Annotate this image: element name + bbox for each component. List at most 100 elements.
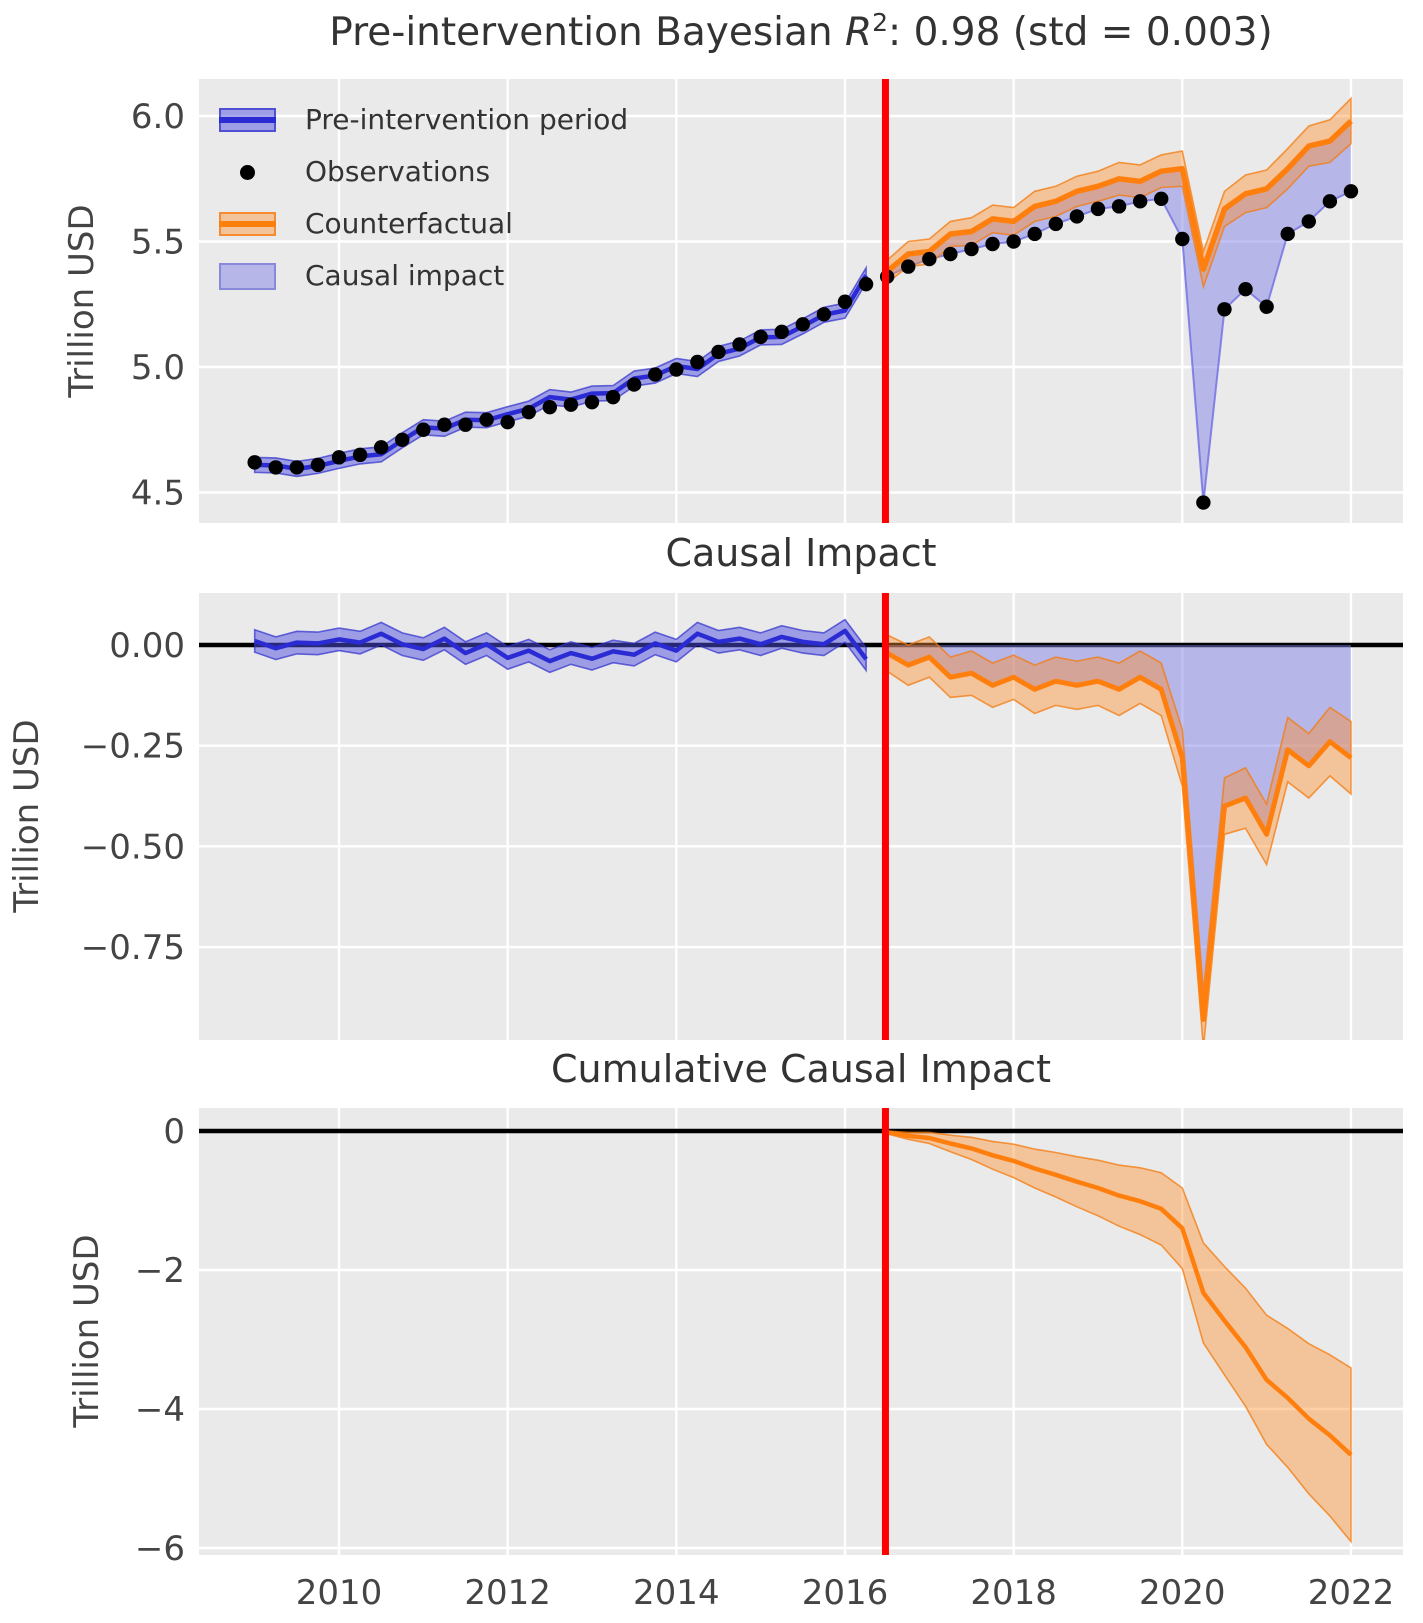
observation-point	[373, 440, 389, 455]
impact-pre-line	[253, 628, 868, 664]
observation-point	[542, 399, 558, 415]
observation-point	[669, 362, 684, 377]
observation-point	[964, 241, 979, 257]
x-tick-label: 2016	[802, 1573, 889, 1613]
observation-point	[943, 246, 958, 262]
observation-point	[437, 417, 452, 432]
observation-point	[289, 460, 305, 475]
observation-point	[1006, 234, 1021, 249]
observation-point	[331, 450, 347, 465]
panel3-y-axis-label: Trillion USD	[67, 1234, 107, 1428]
x-tick-label: 2014	[633, 1573, 720, 1613]
observation-point	[1069, 209, 1085, 224]
panel1-y-tick-label: 5.5	[131, 223, 185, 263]
counterfactual-line	[885, 119, 1353, 274]
observation-point	[1217, 302, 1232, 317]
panel1-title-r-symbol: R	[845, 10, 873, 55]
observation-point	[1322, 194, 1338, 209]
observation-point	[500, 415, 515, 430]
observation-point	[352, 447, 368, 463]
panel3-y-tick-label: 0	[163, 1112, 185, 1152]
legend: Pre-intervention period Observations Cou…	[219, 99, 628, 297]
legend-label: Counterfactual	[305, 207, 513, 240]
observation-point	[753, 329, 768, 345]
observation-point	[395, 432, 410, 447]
panel3-y-tick-label: −6	[135, 1529, 185, 1569]
pre-intervention-band-icon	[219, 108, 276, 132]
observation-point	[732, 337, 747, 352]
observation-point	[1132, 194, 1148, 209]
observation-point	[1196, 495, 1211, 510]
panel1-y-tick-label: 6.0	[131, 97, 185, 137]
observation-point	[1090, 201, 1106, 217]
observation-point	[858, 276, 874, 292]
observation-point	[1301, 214, 1316, 229]
observation-point	[416, 422, 431, 437]
observation-point	[648, 367, 663, 382]
panel1-y-tick-label: 5.0	[131, 348, 185, 388]
panel2-title: Causal Impact	[665, 531, 937, 575]
x-tick-label: 2010	[296, 1573, 383, 1613]
observation-dot-icon	[219, 160, 276, 184]
observation-point	[1238, 281, 1253, 297]
legend-item-observations: Observations	[219, 151, 628, 193]
observation-point	[479, 412, 494, 427]
panel2-data-layer	[253, 618, 1353, 1040]
observation-point	[563, 397, 579, 412]
panel3-title: Cumulative Causal Impact	[550, 1047, 1051, 1091]
panel1-title-suffix: : 0.98 (std = 0.003)	[888, 10, 1273, 55]
observation-point	[626, 377, 642, 392]
observation-point	[1259, 299, 1274, 314]
x-tick-label: 2020	[1139, 1573, 1226, 1613]
panel1-title-prefix: Pre-intervention Bayesian	[329, 10, 846, 55]
panel1-title-exponent: 2	[872, 8, 889, 37]
observation-point	[774, 324, 789, 340]
causal-impact-fill	[887, 121, 1351, 503]
legend-item-pre-intervention: Pre-intervention period	[219, 99, 628, 141]
observation-point	[247, 455, 262, 470]
observation-point	[1111, 199, 1127, 214]
legend-label: Causal impact	[305, 259, 505, 292]
observation-point	[1027, 226, 1042, 242]
panel3-y-tick-label: −2	[135, 1251, 185, 1291]
panel3-plot-area	[199, 1108, 1403, 1555]
panel1-data-layer	[247, 96, 1359, 510]
observation-point	[1343, 184, 1359, 199]
legend-item-causal-impact: Causal impact	[219, 255, 628, 297]
observation-point	[816, 307, 832, 322]
observation-point	[1154, 191, 1169, 207]
causal-impact-fill	[887, 645, 1351, 1020]
cumulative-impact-line	[886, 1130, 1353, 1457]
observation-point	[268, 460, 283, 475]
legend-label: Observations	[305, 155, 491, 188]
observation-point	[985, 236, 1000, 252]
observation-point	[458, 417, 473, 432]
counterfactual-band	[886, 96, 1352, 290]
impact-post-band	[886, 633, 1352, 1040]
panel2-y-axis-label: Trillion USD	[7, 719, 47, 913]
observation-point	[310, 457, 326, 473]
panel2-y-tick-label: −0.50	[81, 827, 185, 867]
observation-point	[922, 251, 937, 267]
panel1-title: Pre-intervention Bayesian R2: 0.98 (std …	[199, 8, 1403, 55]
impact-pre-band	[253, 618, 867, 674]
causal-impact-fill-icon	[219, 262, 276, 290]
observation-point	[521, 404, 536, 420]
observation-point	[605, 389, 621, 405]
panel1-y-tick-label: 4.5	[131, 474, 185, 514]
observation-point	[690, 354, 705, 370]
legend-item-counterfactual: Counterfactual	[219, 203, 628, 245]
x-tick-label: 2018	[970, 1573, 1057, 1613]
panel2-y-tick-label: 0.00	[109, 626, 185, 666]
observation-point	[711, 344, 726, 360]
observation-point	[1048, 216, 1064, 232]
panel1-y-axis-label: Trillion USD	[62, 204, 102, 398]
cumulative-impact-band	[886, 1130, 1352, 1544]
observation-point	[795, 317, 811, 332]
impact-post-line	[885, 650, 1353, 1022]
observation-point	[901, 259, 916, 274]
panel3-data-layer	[886, 1130, 1353, 1544]
panel3-y-tick-label: −4	[135, 1390, 185, 1430]
